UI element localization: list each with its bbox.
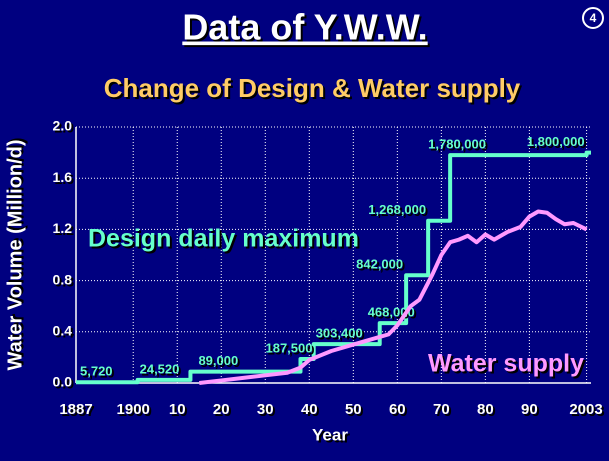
x-tick-label: 10 — [169, 401, 186, 418]
x-tick-label: 60 — [389, 401, 406, 418]
x-axis-label: Year — [312, 425, 348, 444]
y-tick-label: 0.0 — [53, 374, 73, 390]
x-tick-label: 80 — [477, 401, 494, 418]
data-label: 1,268,000 — [368, 202, 426, 217]
y-tick-label: 1.2 — [53, 220, 73, 236]
series-annotation: Design daily maximum — [88, 225, 359, 253]
subtitle: Change of Design & Water supply — [104, 73, 521, 103]
x-tick-label: 50 — [345, 401, 362, 418]
x-tick-label: 30 — [257, 401, 274, 418]
y-tick-label: 0.8 — [53, 271, 73, 287]
series-line — [199, 209, 588, 385]
y-axis-label: Water Volume (Million/d) — [4, 139, 26, 370]
page-badge — [582, 7, 604, 29]
data-label: 24,520 — [140, 361, 180, 376]
page-number: 4 — [590, 11, 597, 25]
y-tick-label: 0.4 — [53, 323, 73, 339]
title: Data of Y.W.W. — [182, 7, 427, 48]
x-tick-label: 90 — [521, 401, 538, 418]
x-tick-label: 2003 — [569, 401, 602, 418]
x-tick-label: 40 — [301, 401, 318, 418]
series-line — [76, 150, 591, 385]
x-tick-label: 1900 — [117, 401, 150, 418]
y-tick-label: 2.0 — [53, 118, 73, 134]
x-tick-label: 20 — [213, 401, 230, 418]
data-label: 5,720 — [80, 364, 113, 379]
data-label: 303,400 — [316, 326, 363, 341]
data-label: 187,500 — [265, 340, 312, 355]
x-tick-label: 70 — [433, 401, 450, 418]
y-tick-label: 1.6 — [53, 169, 73, 185]
x-tick-label: 1887 — [59, 401, 92, 418]
data-label: 842,000 — [356, 257, 403, 272]
series-annotation: Water supply — [428, 350, 584, 378]
data-label: 1,800,000 — [527, 134, 585, 149]
data-label: 1,780,000 — [428, 137, 486, 152]
data-label: 89,000 — [198, 353, 238, 368]
